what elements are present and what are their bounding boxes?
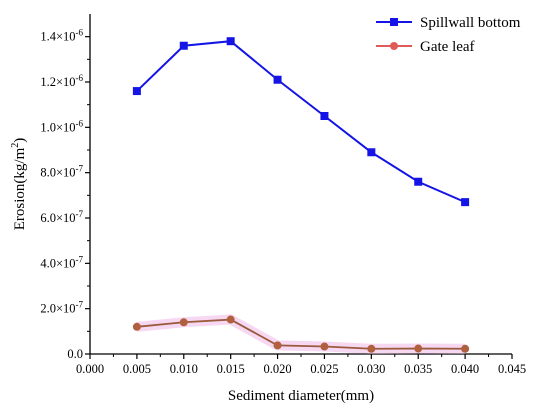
data-point xyxy=(132,87,141,96)
y-tick-label: 4.0×10-7 xyxy=(40,254,83,270)
data-point xyxy=(320,112,329,120)
x-tick-label: 0.045 xyxy=(498,362,526,376)
x-tick-label: 0.010 xyxy=(170,362,198,376)
legend-marker-1 xyxy=(390,42,398,50)
y-axis-title-tail: ) xyxy=(12,138,28,143)
data-point xyxy=(461,198,470,207)
axes xyxy=(89,14,512,355)
x-tick-label: 0.035 xyxy=(404,362,432,376)
y-axis-title-sup: 2 xyxy=(10,143,21,148)
legend-marker-0 xyxy=(390,18,398,26)
data-point xyxy=(226,315,235,324)
legend: Spillwall bottom Gate leaf xyxy=(376,15,521,55)
y-axis-title: Erosion(kg/m2) xyxy=(10,138,28,231)
x-tick-label: 0.015 xyxy=(217,362,245,376)
y-tick-label: 2.0×10-7 xyxy=(40,300,83,316)
x-tick-label: 0.040 xyxy=(451,362,479,376)
series-line-0 xyxy=(136,40,466,204)
y-tick-label: 1.0×10-6 xyxy=(40,118,83,134)
data-point xyxy=(367,148,376,157)
y-tick-label: 1.2×10-6 xyxy=(40,73,83,89)
y-tick-label: 1.4×10-6 xyxy=(40,28,83,44)
data-point xyxy=(273,341,282,350)
legend-label-0: Spillwall bottom xyxy=(420,15,521,31)
data-point xyxy=(179,318,188,327)
data-point xyxy=(179,41,188,50)
data-point xyxy=(367,344,376,353)
data-point xyxy=(132,322,141,331)
x-axis-title: Sediment diameter(mm) xyxy=(228,388,374,404)
data-point xyxy=(414,344,423,353)
y-axis-title-main: Erosion(kg/m xyxy=(12,147,28,230)
x-tick-label: 0.000 xyxy=(76,362,104,376)
data-point xyxy=(461,344,470,353)
y-tick-label: 6.0×10-7 xyxy=(40,209,83,225)
ticks: 0.000 0.005 0.010 0.015 0.020 0.025 0.030 0.035… xyxy=(40,28,526,376)
data-point xyxy=(226,37,235,46)
series-line-1 xyxy=(136,318,466,350)
x-tick-label: 0.005 xyxy=(123,362,151,376)
data-point xyxy=(273,75,282,84)
legend-label-1: Gate leaf xyxy=(420,39,475,55)
data-point xyxy=(320,342,329,351)
x-tick-label: 0.020 xyxy=(263,362,291,376)
y-tick-label: 8.0×10-7 xyxy=(40,164,83,180)
x-tick-label: 0.025 xyxy=(310,362,338,376)
x-tick-label: 0.030 xyxy=(357,362,385,376)
y-tick-label: 0.0 xyxy=(67,347,83,361)
series-layer xyxy=(132,37,470,354)
data-point xyxy=(414,177,423,186)
